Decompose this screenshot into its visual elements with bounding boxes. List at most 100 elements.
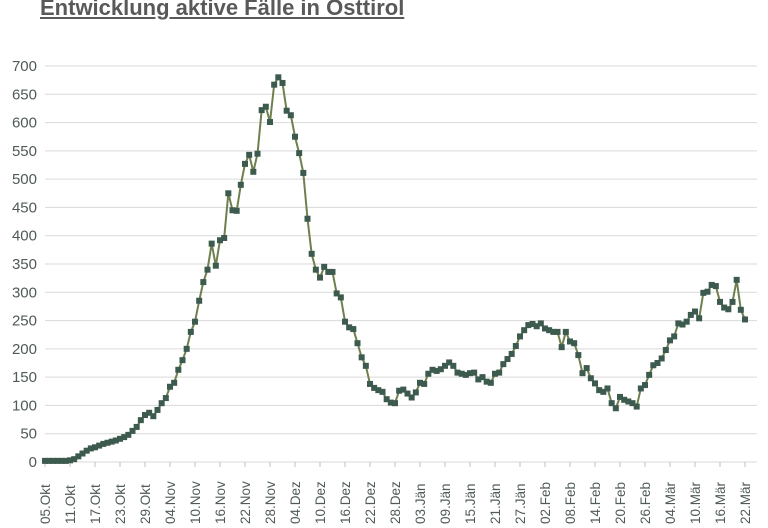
x-axis-label: 16.Mär	[713, 481, 728, 524]
data-point-marker	[400, 386, 407, 393]
y-axis-label: 550	[12, 143, 37, 160]
data-point-marker	[525, 322, 532, 329]
data-point-marker	[283, 107, 290, 114]
data-point-marker	[583, 365, 590, 372]
data-point-marker	[229, 207, 236, 214]
data-point-marker	[300, 169, 307, 176]
data-point-marker	[271, 81, 278, 88]
y-axis-label: 700	[12, 58, 37, 75]
data-point-marker	[458, 370, 465, 377]
data-point-marker	[183, 345, 190, 352]
y-axis-label: 150	[12, 369, 37, 386]
data-point-marker	[67, 457, 73, 464]
data-point-marker	[717, 298, 723, 305]
data-point-marker	[217, 237, 223, 244]
data-point-marker	[721, 304, 728, 311]
x-axis-label: 05.Okt	[38, 484, 53, 524]
x-axis-label: 27.Jän	[513, 483, 528, 524]
y-axis-label: 100	[12, 397, 37, 414]
y-axis-label: 450	[12, 199, 37, 216]
data-point-marker	[700, 289, 707, 296]
data-point-marker	[625, 398, 632, 405]
data-point-marker	[329, 268, 336, 275]
data-point-marker	[687, 311, 694, 318]
data-point-marker	[79, 450, 86, 457]
data-point-marker	[162, 395, 169, 402]
data-point-marker	[646, 371, 653, 378]
data-point-marker	[142, 412, 148, 419]
data-point-marker	[429, 366, 436, 373]
data-point-marker	[179, 357, 186, 364]
data-point-marker	[679, 321, 686, 328]
data-point-marker	[521, 327, 528, 334]
data-point-marker	[237, 181, 244, 188]
data-point-marker	[704, 288, 711, 295]
data-point-marker	[221, 234, 228, 241]
y-axis-label: 350	[12, 256, 37, 273]
data-point-marker	[50, 457, 57, 464]
data-point-marker	[712, 283, 719, 290]
data-point-marker	[92, 444, 98, 451]
data-point-marker	[312, 266, 319, 273]
data-point-marker	[287, 112, 294, 119]
data-point-marker	[604, 385, 611, 392]
data-point-marker	[742, 316, 748, 323]
data-point-marker	[608, 400, 615, 407]
data-point-marker	[146, 409, 153, 416]
data-point-marker	[692, 308, 698, 315]
x-axis-label: 20.Feb	[613, 482, 628, 524]
data-point-marker	[592, 380, 598, 387]
data-point-marker	[621, 396, 628, 403]
data-point-marker	[358, 354, 365, 361]
data-point-marker	[587, 375, 594, 382]
data-point-marker	[150, 413, 157, 420]
data-point-marker	[262, 103, 269, 110]
data-point-marker	[512, 343, 519, 350]
data-point-marker	[308, 250, 315, 257]
data-point-marker	[500, 361, 507, 368]
data-point-marker	[471, 369, 478, 376]
x-axis-label: 14.Feb	[588, 482, 603, 524]
data-point-marker	[362, 362, 369, 369]
data-point-marker	[567, 338, 573, 345]
data-point-marker	[333, 290, 340, 297]
data-point-marker	[175, 366, 182, 373]
data-point-marker	[596, 387, 603, 394]
data-point-marker	[42, 457, 48, 464]
data-point-marker	[296, 150, 303, 157]
data-point-marker	[292, 133, 298, 140]
data-point-marker	[304, 215, 311, 222]
x-axis-label: 04.Dez	[288, 481, 303, 524]
x-axis-label: 04.Nov	[163, 481, 178, 524]
y-axis-label: 200	[12, 341, 37, 358]
data-point-marker	[487, 379, 494, 386]
data-point-marker	[637, 385, 644, 392]
data-point-marker	[87, 445, 94, 452]
x-axis-label: 16.Nov	[213, 481, 228, 524]
data-point-marker	[279, 79, 286, 86]
data-point-marker	[46, 457, 53, 464]
y-axis-label: 650	[12, 86, 37, 103]
y-axis-label: 300	[12, 284, 37, 301]
data-point-marker	[642, 382, 648, 389]
data-point-marker	[383, 396, 390, 403]
data-point-marker	[533, 323, 540, 330]
data-point-marker	[729, 298, 736, 305]
data-point-marker	[267, 119, 273, 126]
data-point-marker	[129, 427, 136, 434]
data-point-marker	[192, 318, 198, 325]
data-point-marker	[650, 362, 657, 369]
x-axis-label: 09.Jän	[438, 483, 453, 524]
x-axis-label: 02.Feb	[538, 482, 553, 524]
x-axis-label: 22.Nov	[238, 481, 253, 524]
data-point-marker	[667, 337, 673, 344]
x-axis-label: 28.Dez	[388, 481, 403, 524]
data-point-marker	[112, 437, 119, 444]
data-point-marker	[433, 367, 440, 374]
data-point-marker	[467, 370, 473, 377]
data-point-marker	[558, 344, 565, 351]
data-point-marker	[225, 190, 232, 197]
data-point-marker	[250, 168, 257, 175]
data-point-marker	[375, 387, 382, 394]
